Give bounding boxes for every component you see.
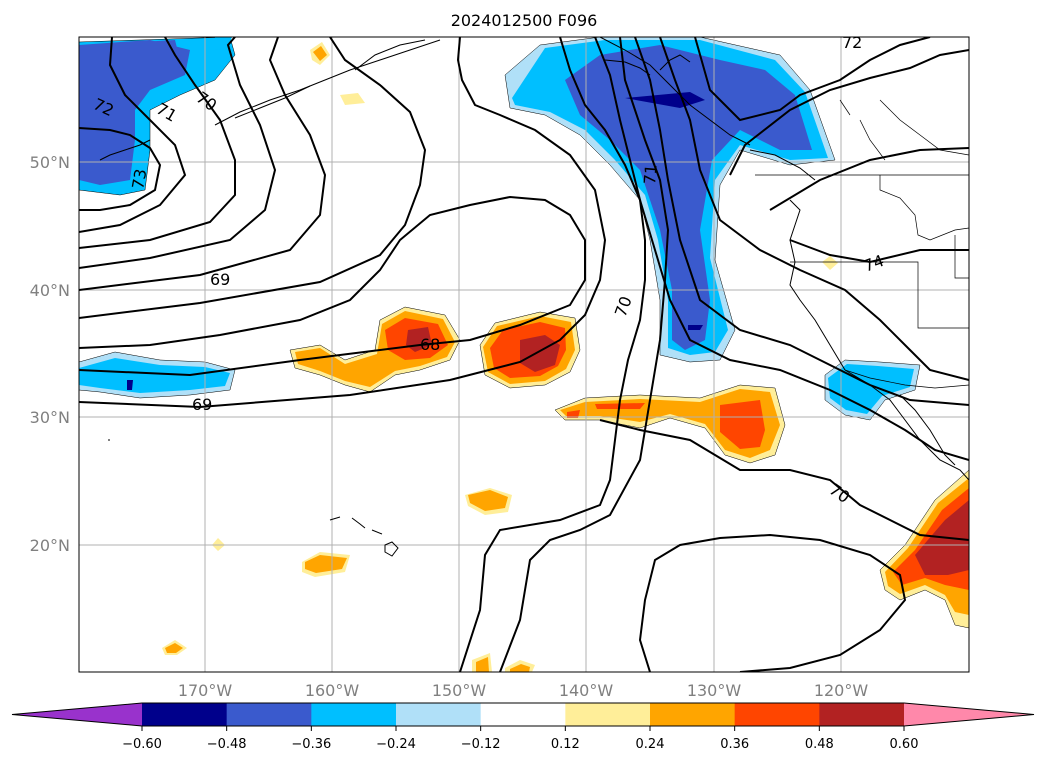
colorbar-tick-label: −0.60 [122, 737, 162, 752]
lat-label: 20°N [30, 536, 70, 555]
lon-label: 150°W [432, 681, 487, 700]
lon-label: 170°W [178, 681, 233, 700]
lon-label: 120°W [814, 681, 869, 700]
colorbar-segment [311, 703, 397, 726]
small-positive-anomalies [162, 42, 838, 672]
colorbar-tick-label: −0.36 [291, 737, 331, 752]
coastlines [99, 37, 969, 557]
contour-value-labels: 72 71 70 73 69 68 69 70 71 72 74 70 [90, 33, 886, 507]
negative-anomaly-subtropical-west [79, 351, 236, 399]
contour-label: 71 [640, 163, 661, 185]
contour-label: 68 [420, 335, 440, 354]
colorbar-segment [650, 703, 736, 726]
colorbar-tick-label: −0.24 [376, 737, 416, 752]
colorbar-segment [142, 703, 228, 726]
graticule [79, 37, 969, 672]
lat-label: 40°N [30, 281, 70, 300]
lon-label: 130°W [687, 681, 742, 700]
colorbar: −0.60 −0.48 −0.36 −0.24 −0.12 0.12 0.24 0.36 0.4… [11, 702, 1035, 752]
colorbar-segment [480, 703, 566, 726]
colorbar-extend-low [12, 703, 142, 726]
colorbar-extend-high [904, 703, 1034, 726]
lon-label: 160°W [305, 681, 360, 700]
map-title: 2024012500 F096 [451, 11, 598, 30]
colorbar-tick-label: −0.12 [461, 737, 501, 752]
colorbar-tick-label: 0.12 [551, 737, 580, 752]
map-frame [78, 36, 970, 673]
political-borders [755, 99, 969, 389]
colorbar-tick-label: 0.36 [720, 737, 749, 752]
contour-label: 73 [128, 167, 150, 190]
colorbar-tick-label: 0.60 [890, 737, 919, 752]
longitude-labels: 170°W 160°W 150°W 140°W 130°W 120°W [178, 681, 869, 700]
contour-label: 72 [842, 33, 862, 52]
colorbar-segment [226, 703, 312, 726]
colorbar-segment [734, 703, 820, 726]
colorbar-segment [565, 703, 651, 726]
contour-label: 69 [192, 395, 212, 414]
map-panel: 72 71 70 73 69 68 69 70 71 72 74 70 [79, 33, 969, 672]
colorbar-segment [396, 703, 482, 726]
colorbar-segment [819, 703, 905, 726]
lat-label: 50°N [30, 153, 70, 172]
colorbar-tick-label: −0.48 [207, 737, 247, 752]
colorbar-tick-label: 0.48 [805, 737, 834, 752]
height-contours [79, 37, 969, 672]
contour-label: 69 [210, 270, 230, 289]
latitude-labels: 50°N 40°N 30°N 20°N [30, 153, 70, 555]
lon-label: 140°W [559, 681, 614, 700]
lat-label: 30°N [30, 408, 70, 427]
colorbar-tick-label: 0.24 [636, 737, 665, 752]
positive-anomaly-subtropical-band [554, 384, 786, 464]
negative-anomaly-west-pacific [79, 37, 236, 196]
